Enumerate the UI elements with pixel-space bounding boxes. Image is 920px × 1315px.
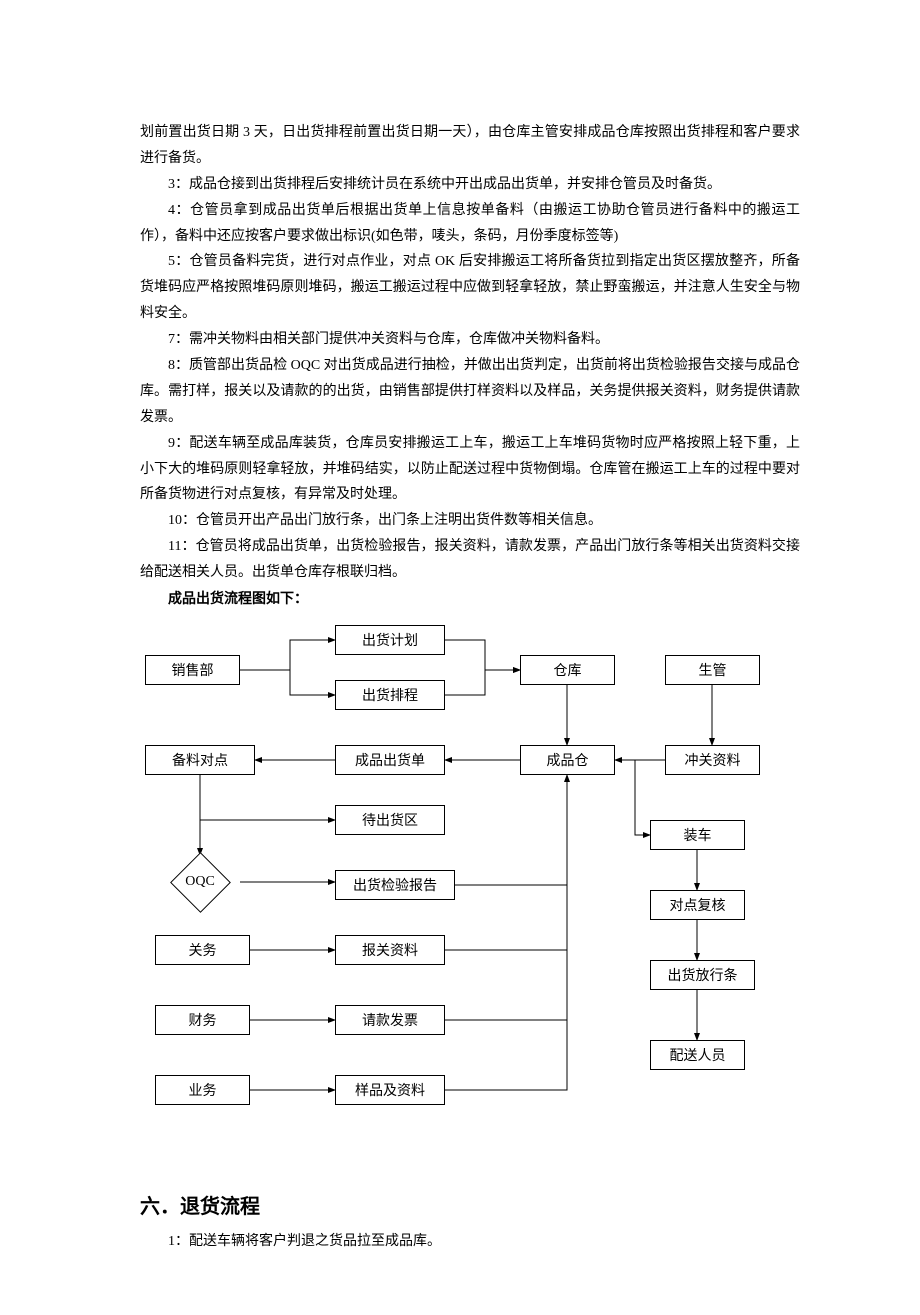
flowchart-edge-sales-sched — [240, 670, 335, 695]
flowchart-node-sales: 销售部 — [145, 655, 240, 685]
flowchart-node-custmat: 冲关资料 — [665, 745, 760, 775]
diagram-title: 成品出货流程图如下： — [140, 586, 800, 612]
flowchart-node-pm: 生管 — [665, 655, 760, 685]
paragraph-7: 7：需冲关物料由相关部门提供冲关资料与仓库，仓库做冲关物料备料。 — [140, 327, 800, 353]
flowchart-node-fgwhs: 成品仓 — [520, 745, 615, 775]
flowchart-node-sched: 出货排程 — [335, 680, 445, 710]
flowchart-node-prepchk: 备料对点 — [145, 745, 255, 775]
flowchart-node-customs: 关务 — [155, 935, 250, 965]
flowchart-node-recheck: 对点复核 — [650, 890, 745, 920]
flowchart-node-finance: 财务 — [155, 1005, 250, 1035]
section-6-p1: 1：配送车辆将客户判退之货品拉至成品库。 — [140, 1229, 800, 1255]
flowchart-node-load: 装车 — [650, 820, 745, 850]
flowchart-edge-sample-fgwhs — [445, 775, 567, 1090]
flowchart-edge-prepchk-pending — [200, 775, 335, 820]
flowchart-node-plan: 出货计划 — [335, 625, 445, 655]
paragraph-cont: 划前置出货日期 3 天，日出货排程前置出货日期一天），由仓库主管安排成品仓库按照… — [140, 120, 800, 172]
flowchart-node-biz: 业务 — [155, 1075, 250, 1105]
flowchart-edge-plan-whs — [445, 640, 520, 670]
flowchart-node-pending: 待出货区 — [335, 805, 445, 835]
paragraph-9: 9：配送车辆至成品库装货，仓库员安排搬运工上车，搬运工上车堆码货物时应严格按照上… — [140, 431, 800, 509]
flowchart-edge-fgwhs-load — [615, 760, 650, 835]
flowchart-edge-custdoc-fgwhs — [445, 775, 567, 950]
section-6-title: 六．退货流程 — [140, 1190, 800, 1219]
flowchart-node-report: 出货检验报告 — [335, 870, 455, 900]
flowchart-edge-pending-oqc — [200, 820, 335, 855]
paragraph-10: 10：仓管员开出产品出门放行条，出门条上注明出货件数等相关信息。 — [140, 508, 800, 534]
flowchart-edge-sched-whs — [445, 670, 520, 695]
flowchart-node-invoice: 请款发票 — [335, 1005, 445, 1035]
flowchart-node-sample: 样品及资料 — [335, 1075, 445, 1105]
flowchart-edge-sales-plan — [240, 640, 335, 670]
paragraph-4: 4：仓管员拿到成品出货单后根据出货单上信息按单备料（由搬运工协助仓管员进行备料中… — [140, 198, 800, 250]
flowchart-node-custdoc: 报关资料 — [335, 935, 445, 965]
flowchart-edge-invoice-fgwhs — [445, 775, 567, 1020]
flowchart-node-whs: 仓库 — [520, 655, 615, 685]
flowchart-edge-report-fgwhs — [455, 775, 567, 885]
flowchart-diagram: 销售部出货计划出货排程仓库生管备料对点成品出货单成品仓冲关资料待出货区装车OQC… — [140, 620, 800, 1150]
flowchart-edges — [140, 620, 800, 1150]
flowchart-node-delivery: 配送人员 — [650, 1040, 745, 1070]
flowchart-node-shipord: 成品出货单 — [335, 745, 445, 775]
paragraph-11: 11：仓管员将成品出货单，出货检验报告，报关资料，请款发票，产品出门放行条等相关… — [140, 534, 800, 586]
paragraph-3: 3：成品仓接到出货排程后安排统计员在系统中开出成品出货单，并安排仓管员及时备货。 — [140, 172, 800, 198]
paragraph-5: 5：仓管员备料完货，进行对点作业，对点 OK 后安排搬运工将所备货拉到指定出货区… — [140, 249, 800, 327]
paragraph-8: 8：质管部出货品检 OQC 对出货成品进行抽检，并做出出货判定，出货前将出货检验… — [140, 353, 800, 431]
flowchart-node-release: 出货放行条 — [650, 960, 755, 990]
flowchart-node-oqc — [170, 852, 231, 913]
